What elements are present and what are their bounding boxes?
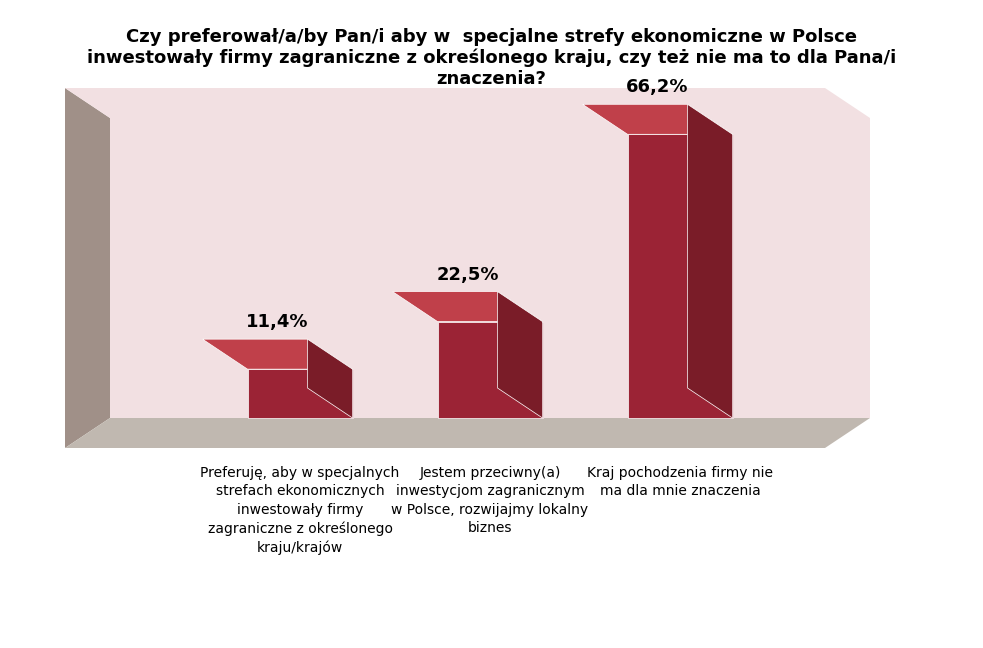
Text: 66,2%: 66,2%: [626, 78, 689, 97]
Polygon shape: [308, 339, 353, 418]
Text: Preferuję, aby w specjalnych
strefach ekonomicznych
inwestowały firmy
zagraniczn: Preferuję, aby w specjalnych strefach ek…: [201, 466, 400, 555]
Polygon shape: [437, 321, 543, 418]
Text: 22,5%: 22,5%: [436, 266, 498, 284]
Text: 11,4%: 11,4%: [247, 313, 309, 331]
Polygon shape: [627, 134, 732, 418]
Text: Jestem przeciwny(a)
inwestycjom zagranicznym
w Polsce, rozwijajmy lokalny
biznes: Jestem przeciwny(a) inwestycjom zagranic…: [391, 466, 589, 535]
Text: Czy preferował/a/by Pan/i aby w  specjalne strefy ekonomiczne w Polsce
inwestowa: Czy preferował/a/by Pan/i aby w specjaln…: [87, 28, 896, 88]
Polygon shape: [65, 418, 870, 448]
Polygon shape: [583, 104, 732, 134]
Text: Kraj pochodzenia firmy nie
ma dla mnie znaczenia: Kraj pochodzenia firmy nie ma dla mnie z…: [587, 466, 773, 498]
Polygon shape: [202, 339, 353, 369]
Polygon shape: [65, 88, 870, 118]
Polygon shape: [687, 104, 732, 418]
Polygon shape: [497, 292, 543, 418]
Polygon shape: [392, 292, 543, 321]
Polygon shape: [110, 118, 870, 418]
Polygon shape: [248, 369, 353, 418]
Polygon shape: [65, 88, 110, 448]
